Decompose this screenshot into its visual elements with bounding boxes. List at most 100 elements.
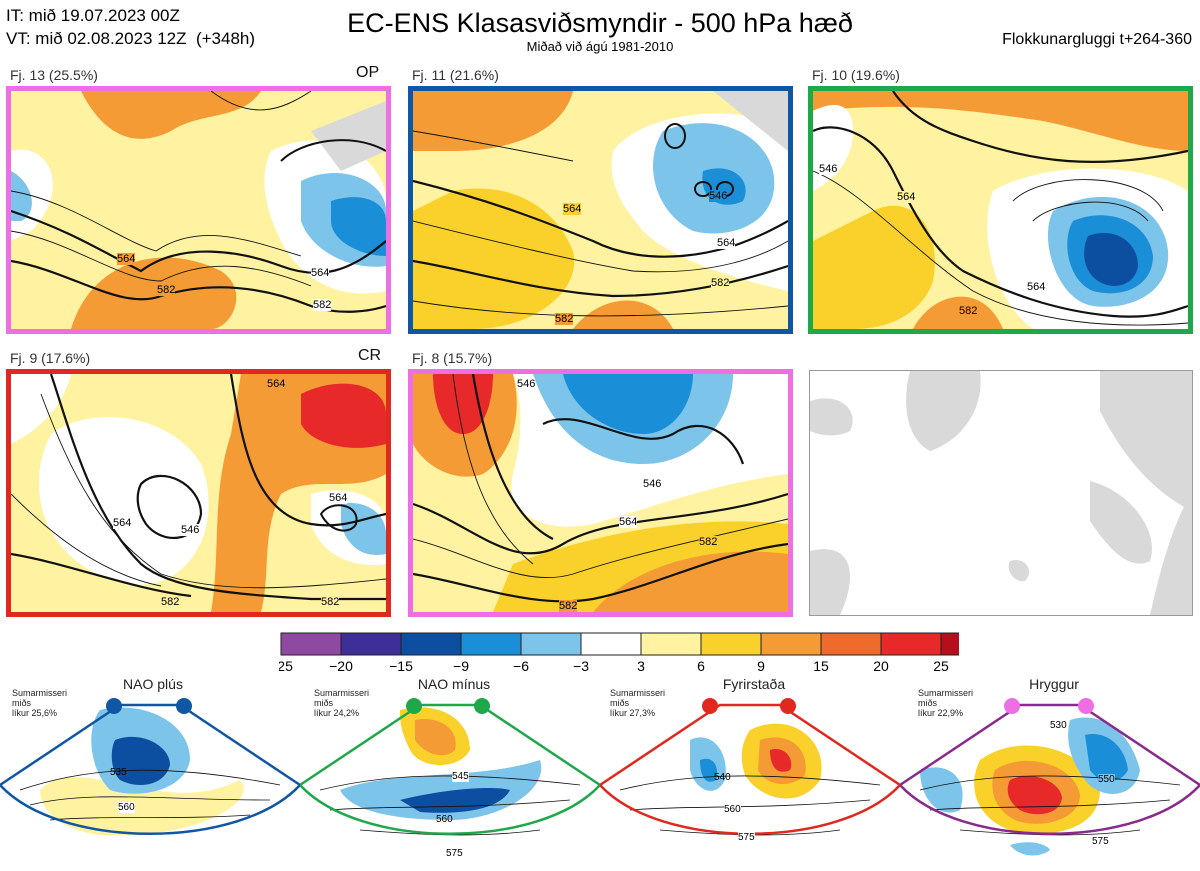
regime-marker-left	[1004, 698, 1020, 714]
regime-note: Sumarmisseri miðs líkur 24,2%	[314, 688, 370, 718]
colorbar-swatch	[820, 632, 882, 656]
regime-row: NAO plús Sumarmisseri miðs líkur 25,6% 5…	[0, 676, 1200, 871]
colorbar-swatch	[940, 632, 1002, 656]
cluster-map-4: 564 546 582 582 564 564	[6, 369, 391, 617]
colorbar-swatch	[520, 632, 582, 656]
contour-label: 582	[959, 305, 978, 317]
colorbar-swatch	[280, 632, 342, 656]
contour-label: 582	[157, 284, 176, 296]
colorbar-tick-label: −6	[513, 658, 529, 674]
colorbar-swatch	[640, 632, 702, 656]
issue-time: IT: mið 19.07.2023 00Z	[6, 6, 180, 25]
contour-label: 582	[321, 596, 340, 608]
regime-contour-label: 535	[110, 767, 127, 778]
cluster-map-3: 564 582 564 546	[808, 86, 1193, 334]
regime-name: NAO plús	[123, 676, 183, 692]
contour-label: 564	[619, 516, 638, 528]
colorbar-swatch	[880, 632, 942, 656]
contour-label: 546	[709, 190, 728, 202]
cluster-tag-op: OP	[356, 64, 380, 81]
contour-label: 564	[563, 203, 582, 215]
regime-name: Hryggur	[1029, 676, 1079, 692]
regime-nao-minus: NAO mínus Sumarmisseri miðs líkur 24,2% …	[300, 676, 600, 871]
colorbar-tick-label: −9	[453, 658, 469, 674]
contour-label: 582	[555, 313, 574, 325]
colorbar-swatch	[760, 632, 822, 656]
cluster-label-3: Fj. 10 (19.6%)	[812, 67, 900, 83]
colorbar-tick-label: −3	[573, 658, 589, 674]
contour-label: 564	[329, 492, 348, 504]
cluster-map-2: 564 582 582 546 564	[408, 86, 793, 334]
regime-contour-label: 545	[452, 771, 469, 782]
cluster-label-5: Fj. 8 (15.7%)	[412, 350, 493, 366]
colorbar-swatch	[700, 632, 762, 656]
contour-label: 546	[819, 163, 838, 175]
empty-base-map	[809, 370, 1193, 616]
contour-label: 564	[267, 378, 286, 390]
contour-label: 582	[711, 277, 730, 289]
contour-label: 564	[717, 237, 736, 249]
regime-contour-label: 560	[436, 814, 453, 825]
regime-nao-plus: NAO plús Sumarmisseri miðs líkur 25,6% 5…	[0, 676, 300, 871]
regime-name: Fyrirstaða	[722, 676, 786, 692]
contour-label: 582	[559, 600, 578, 612]
regime-contour-label: 540	[714, 772, 731, 783]
classification-window: Flokkunargluggi t+264-360	[1002, 31, 1192, 48]
colorbar-swatch	[400, 632, 462, 656]
regime-note: Sumarmisseri miðs líkur 22,9%	[918, 688, 974, 718]
contour-label: 582	[313, 299, 332, 311]
valid-time: VT: mið 02.08.2023 12Z (+348h)	[6, 29, 256, 48]
colorbar-tick-label: 20	[873, 658, 889, 674]
regime-contour-label: 560	[118, 802, 135, 813]
cluster-label-2: Fj. 11 (21.6%)	[412, 67, 499, 83]
regime-marker-right	[780, 698, 796, 714]
colorbar-tick-label: 3	[637, 658, 645, 674]
colorbar-swatch	[340, 632, 402, 656]
regime-contour-label: 575	[446, 848, 463, 859]
regime-marker-right	[176, 698, 192, 714]
regime-blocking: Fyrirstaða Sumarmisseri miðs líkur 27,3%…	[600, 676, 900, 871]
regime-marker-left	[106, 698, 122, 714]
colorbar: −25 −20 −15 −9 −6 −3 3 6 9 15 20 25	[269, 632, 1002, 682]
colorbar-tick-label: 15	[813, 658, 829, 674]
contour-label: 564	[311, 267, 330, 279]
contour-label: 582	[161, 596, 180, 608]
colorbar-swatch	[460, 632, 522, 656]
regime-note: Sumarmisseri miðs líkur 25,6%	[12, 688, 68, 718]
colorbar-tick-label: 9	[757, 658, 765, 674]
colorbar-tick-label: −20	[329, 658, 353, 674]
colorbar-tick-label: −15	[389, 658, 413, 674]
regime-contour-label: 560	[724, 804, 741, 815]
cluster-map-1: 564 582 564 582	[6, 86, 391, 334]
colorbar-tick-label: 25	[933, 658, 949, 674]
page-title: EC-ENS Klasasviðsmyndir - 500 hPa hæð	[347, 8, 853, 38]
regime-marker-right	[1078, 698, 1094, 714]
contour-label: 546	[643, 478, 662, 490]
colorbar-swatch	[580, 632, 642, 656]
cluster-tag-cr: CR	[358, 347, 382, 364]
regime-ridge: Hryggur Sumarmisseri miðs líkur 22,9% 53…	[900, 676, 1200, 871]
contour-label: 564	[117, 253, 136, 265]
contour-label: 546	[181, 524, 200, 536]
regime-marker-left	[406, 698, 422, 714]
page-subtitle: Miðað við ágú 1981-2010	[526, 39, 674, 54]
regime-contour-label: 575	[1092, 836, 1109, 847]
colorbar-tick-label: −25	[279, 658, 293, 674]
colorbar-tick-label: 6	[697, 658, 705, 674]
contour-label: 582	[699, 536, 718, 548]
regime-name: NAO mínus	[417, 676, 491, 692]
contour-label: 546	[517, 378, 536, 390]
regime-marker-left	[702, 698, 718, 714]
regime-contour-label: 575	[738, 832, 755, 843]
contour-label: 564	[897, 191, 916, 203]
contour-label: 564	[1027, 281, 1046, 293]
regime-note: Sumarmisseri miðs líkur 27,3%	[610, 688, 666, 718]
cluster-label-4: Fj. 9 (17.6%)	[10, 350, 91, 366]
contour-label: 564	[113, 517, 132, 529]
colorbar-swatches: −25 −20 −15 −9 −6 −3 3 6 9 15 20 25	[269, 632, 1002, 674]
cluster-map-5: 546 564 582 582 546	[408, 369, 793, 617]
cluster-label-1: Fj. 13 (25.5%)	[10, 67, 98, 83]
regime-contour-label: 530	[1050, 720, 1067, 731]
regime-marker-right	[474, 698, 490, 714]
regime-contour-label: 550	[1098, 774, 1115, 785]
